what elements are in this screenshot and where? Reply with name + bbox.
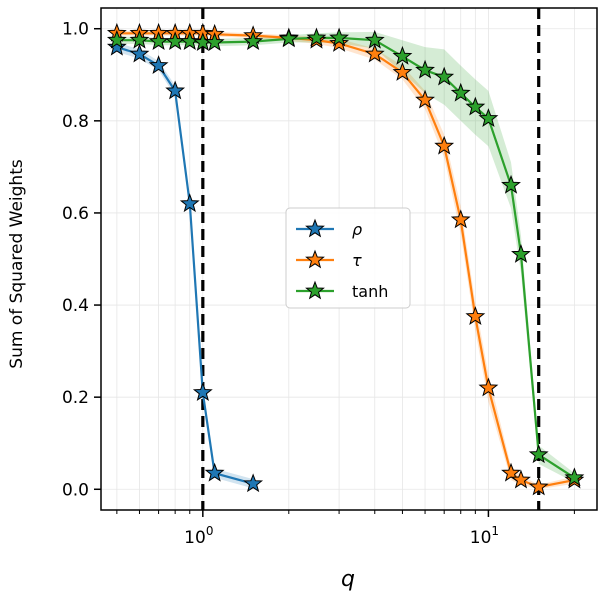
series-line	[116, 36, 575, 479]
data-point-star	[450, 209, 471, 229]
data-point-star	[165, 80, 186, 100]
y-axis-label: Sum of Squared Weights	[7, 159, 27, 369]
data-point-star	[434, 135, 455, 155]
reference-lines	[201, 8, 541, 510]
data-point-star	[243, 473, 264, 493]
data-point-star	[179, 31, 200, 51]
legend-marker	[305, 249, 325, 269]
data-point-star	[511, 469, 531, 489]
data-point-star	[501, 174, 521, 194]
data-point-star	[192, 382, 213, 401]
legend: ρτ tanh	[285, 207, 411, 309]
data-point-star	[278, 28, 299, 48]
data-point-star	[106, 36, 127, 56]
legend-label: τ	[352, 251, 362, 270]
data-point-star	[415, 89, 435, 109]
data-point-star	[501, 462, 521, 482]
legend-label: tanh	[352, 282, 388, 301]
data-point-star	[179, 193, 200, 213]
data-point-star	[478, 108, 499, 127]
data-point-star	[243, 31, 264, 51]
data-point-star	[129, 29, 150, 49]
legend-marker	[305, 280, 325, 300]
data-point-star	[106, 29, 127, 49]
data-point-star	[528, 476, 549, 496]
data-point-star	[148, 55, 169, 75]
y-tick-label: 0.6	[62, 204, 89, 224]
y-tick-label: 1.0	[62, 20, 89, 40]
data-point-star	[129, 43, 150, 63]
data-point-star	[329, 33, 350, 52]
data-point-star	[204, 32, 225, 51]
legend-marker	[305, 218, 325, 238]
legend-label: ρ	[352, 220, 362, 239]
data-point-star	[148, 31, 169, 51]
data-point-star	[392, 45, 413, 65]
y-tick-label: 0.2	[62, 388, 89, 408]
series-line	[116, 32, 575, 489]
plot-frame	[100, 7, 598, 511]
data-point-star	[465, 306, 486, 326]
y-tick-label: 0.8	[62, 112, 89, 132]
data-point-star	[415, 59, 435, 79]
data-point-star	[434, 66, 455, 86]
data-point-star	[329, 27, 350, 47]
data-point-star	[450, 82, 471, 102]
y-tick-label: 0.0	[62, 480, 89, 500]
data-point-star	[306, 27, 327, 47]
series-markers	[106, 22, 585, 496]
data-point-star	[564, 467, 585, 487]
x-axis-label: q	[341, 567, 355, 591]
data-point-star	[465, 96, 486, 116]
data-point-star	[392, 62, 413, 81]
data-point-star	[511, 243, 531, 263]
y-tick-label: 0.4	[62, 296, 89, 316]
data-point-star	[364, 43, 385, 63]
data-point-star	[478, 377, 499, 397]
data-point-star	[528, 444, 549, 464]
data-point-star	[364, 29, 385, 49]
legend-box	[285, 207, 411, 309]
data-point-star	[204, 462, 225, 482]
